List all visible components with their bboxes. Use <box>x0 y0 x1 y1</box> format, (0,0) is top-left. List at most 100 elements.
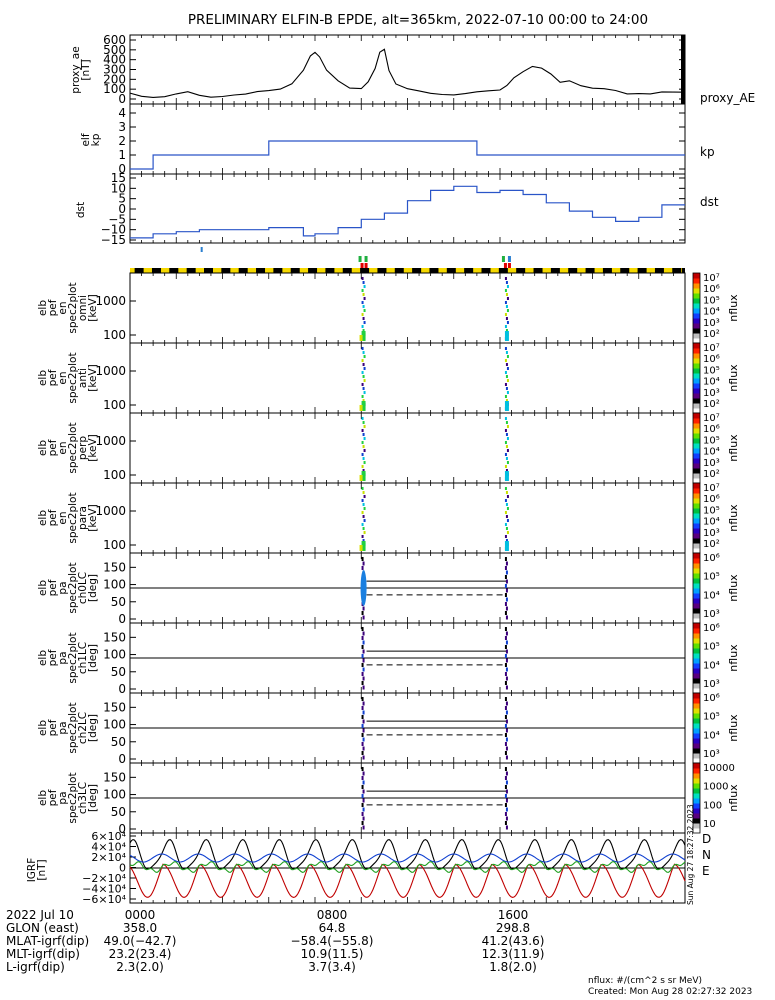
energy-axis-label: en <box>57 371 69 384</box>
spectrogram-pixel <box>505 515 508 518</box>
pitch-angle-tick-label: 0 <box>118 752 126 766</box>
pitch-angle-pixel <box>505 606 508 611</box>
colorbar-segment <box>693 563 700 569</box>
colorbar-segment <box>693 508 700 514</box>
energy-tick-label: 1000 <box>95 364 126 378</box>
pitch-angle-pixel <box>504 566 507 570</box>
colorbar-segment <box>693 393 700 399</box>
pitch-angle-pixel <box>361 742 364 746</box>
pitch-angle-pixel <box>505 719 508 724</box>
proxy-ae-panel <box>129 34 686 105</box>
colorbar-segment <box>693 488 700 494</box>
pitch-angle-pixel <box>504 794 507 798</box>
colorbar-segment <box>693 613 700 619</box>
status-bar-segment <box>204 268 213 273</box>
pitch-angle-pixel <box>504 584 507 588</box>
colorbar-segment <box>693 753 700 759</box>
colorbar-tick-label: 10³ <box>703 388 720 399</box>
colorbar-tick-label: 10⁷ <box>703 413 720 424</box>
spectrogram-pixel <box>506 425 509 428</box>
labels-layer: 6005004003002001000proxy_ae[nT]proxy_AE4… <box>26 33 755 906</box>
spectrogram-pixel <box>363 425 366 428</box>
energy-axis-label: elb <box>37 440 49 456</box>
colorbar-segment <box>693 668 700 674</box>
dst-line <box>130 185 685 239</box>
footer-time-tick: 1600 <box>497 908 529 922</box>
side-timestamp: Sun Aug 27 18:27:32 2023 <box>686 804 695 905</box>
proxy-ae-tick-label: 100 <box>103 82 126 96</box>
colorbar-segment <box>693 398 700 404</box>
pitch-angle-axis-label: pef <box>47 649 59 666</box>
status-bar-segment <box>325 268 335 273</box>
spectrogram-pixel <box>362 491 365 494</box>
colorbar-segment <box>693 653 700 659</box>
colorbar-segment <box>693 318 700 324</box>
energy-axis-label: perp <box>77 436 89 460</box>
spectrogram-pixel <box>505 469 508 472</box>
pitch-angle-pixel <box>505 667 508 672</box>
pitch-angle-pixel <box>505 570 508 575</box>
pitch-angle-pixel <box>505 701 508 706</box>
status-bar-segment <box>602 268 612 273</box>
colorbar-segment <box>693 403 700 409</box>
kp-tick-label: 4 <box>118 106 126 120</box>
colorbar-tick-label: 10² <box>703 539 720 550</box>
spectrogram-pixel <box>504 417 507 420</box>
spectrogram-pixel <box>505 351 508 354</box>
colorbar-segment <box>693 618 700 624</box>
spectrogram-pixel <box>361 347 364 350</box>
spectrogram-pixel <box>361 395 364 398</box>
pitch-angle-axis-label: elb <box>37 580 49 596</box>
colorbar-segment <box>693 548 700 554</box>
energy-axis-label: [keV] <box>87 364 99 392</box>
energy-axis-label: pef <box>47 299 59 316</box>
page-title: PRELIMINARY ELFIN-B EPDE, alt=365km, 202… <box>188 12 648 28</box>
colorbar-segment <box>693 643 700 649</box>
colorbar-tick-label: 10 <box>703 819 716 830</box>
spectrogram-pixel <box>504 331 509 341</box>
energy-axis-label: anti <box>77 368 89 388</box>
energy-axis-label: elb <box>37 510 49 526</box>
pitch-angle-pixel <box>362 737 365 742</box>
spectrogram-pixel <box>359 545 363 551</box>
pitch-angle-pixel <box>505 597 508 602</box>
spectrogram-pixel <box>363 437 366 440</box>
spectrogram-pixel <box>504 401 509 411</box>
colorbar-tick-label: 10⁵ <box>703 435 720 446</box>
colorbar-segment <box>693 583 700 589</box>
pitch-angle-pixel <box>361 663 364 667</box>
spectrogram-pixel <box>361 487 364 490</box>
pitch-angle-pixel <box>362 667 365 672</box>
spectrogram-pixel <box>504 441 507 444</box>
spectrogram-pixel <box>363 461 366 464</box>
colorbar-segment <box>693 283 700 289</box>
colorbar-tick-label: 100 <box>703 800 722 811</box>
spectrogram-pixel <box>362 527 365 530</box>
spectrogram-pixel <box>504 487 507 490</box>
pitch-angle-pixel <box>504 812 507 816</box>
spectrogram-pixel <box>362 421 365 424</box>
spectrogram-pixel <box>506 449 509 452</box>
spectrogram-pixel <box>362 399 365 402</box>
pitch-angle-pixel <box>505 816 508 821</box>
colorbar-segment <box>693 553 700 559</box>
colorbar-segment <box>693 638 700 644</box>
pitch-angle-tick-label: 50 <box>111 595 126 609</box>
colorbar-segment <box>693 783 700 789</box>
spectrogram-pixel <box>363 495 366 498</box>
footer-value: 3.7(3.4) <box>308 960 356 974</box>
pitch-angle-axis-label: pa <box>57 581 69 594</box>
pitch-angle-pixel <box>505 798 508 803</box>
status-bar-segment <box>464 268 474 273</box>
spectrogram-pixel <box>504 383 507 386</box>
proxy-ae-tick-label: 500 <box>103 43 126 57</box>
proxy-ae-tick-label: 300 <box>103 63 126 77</box>
energy-axis-label: [keV] <box>87 434 99 462</box>
dst-tick-label: −15 <box>101 233 126 247</box>
igrf-e-line <box>129 861 686 874</box>
spectrogram-pixel <box>506 285 509 288</box>
pitch-angle-pixel <box>362 771 365 776</box>
colorbar-segment <box>693 788 700 794</box>
pitch-angle-pixel <box>504 672 507 676</box>
spectrogram-pixel <box>362 539 365 542</box>
